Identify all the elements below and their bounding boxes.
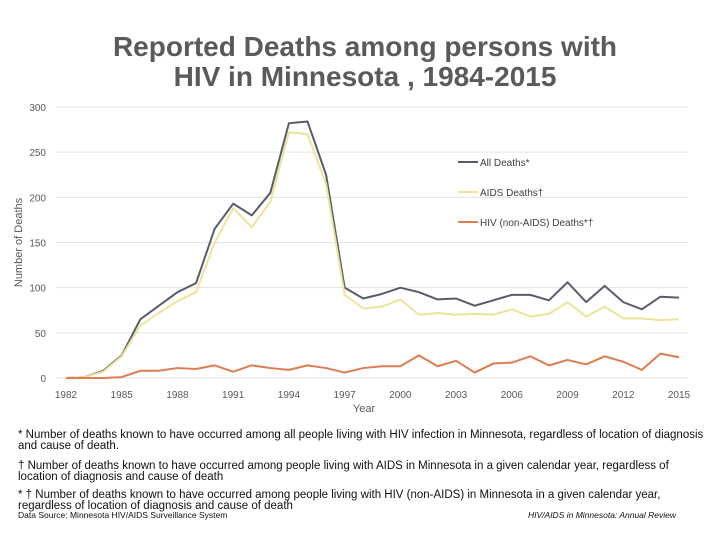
- y-tick-label: 200: [29, 193, 46, 204]
- x-tick-label: 1982: [55, 390, 78, 401]
- x-tick-label: 1988: [166, 390, 189, 401]
- x-tick-label: 1997: [334, 390, 357, 401]
- y-tick-label: 0: [40, 374, 46, 385]
- x-tick-label: 2009: [556, 390, 579, 401]
- x-tick-label: 1991: [222, 390, 245, 401]
- y-tick-label: 150: [29, 239, 46, 250]
- footnote-hiv-deaths: * † Number of deaths known to have occur…: [18, 489, 661, 512]
- y-tick-label: 250: [29, 148, 46, 159]
- x-tick-label: 1994: [278, 390, 301, 401]
- y-tick-label: 100: [29, 284, 46, 295]
- legend-label: AIDS Deaths†: [480, 188, 543, 199]
- legend-label: HIV (non-AIDS) Deaths*†: [480, 218, 593, 229]
- line-chart: 0 50 100 150 200 250 300 1982 1985 1988 1991 1994 19…: [13, 103, 691, 415]
- data-source: Data Source: Minnesota HIV/AIDS Surveill…: [18, 510, 228, 520]
- y-tick-label: 50: [35, 329, 47, 340]
- series-line-1: [65, 131, 680, 379]
- title-line-2: HIV in Minnesota , 1984-2015: [173, 61, 557, 92]
- slide-title: Reported Deaths among persons with HIV i…: [0, 32, 720, 92]
- report-name: HIV/AIDS in Minnesota: Annual Review: [528, 510, 677, 520]
- legend-label: All Deaths*: [480, 158, 530, 169]
- x-tick-label: 2000: [389, 390, 412, 401]
- footnote-all-deaths: * Number of deaths known to have occurre…: [18, 429, 704, 452]
- x-tick-label: 2003: [445, 390, 468, 401]
- x-axis-label: Year: [353, 403, 376, 415]
- x-tick-label: 2015: [668, 390, 691, 401]
- series-line-2: [66, 352, 680, 379]
- x-tick-label: 2006: [501, 390, 524, 401]
- footnote-aids-deaths: † Number of deaths known to have occurre…: [18, 460, 669, 483]
- x-tick-label: 1985: [111, 390, 134, 401]
- series-line-0: [65, 120, 680, 379]
- y-tick-label: 300: [29, 103, 46, 114]
- title-line-1: Reported Deaths among persons with: [112, 31, 618, 62]
- y-axis-label: Number of Deaths: [13, 197, 25, 287]
- x-tick-label: 2012: [612, 390, 635, 401]
